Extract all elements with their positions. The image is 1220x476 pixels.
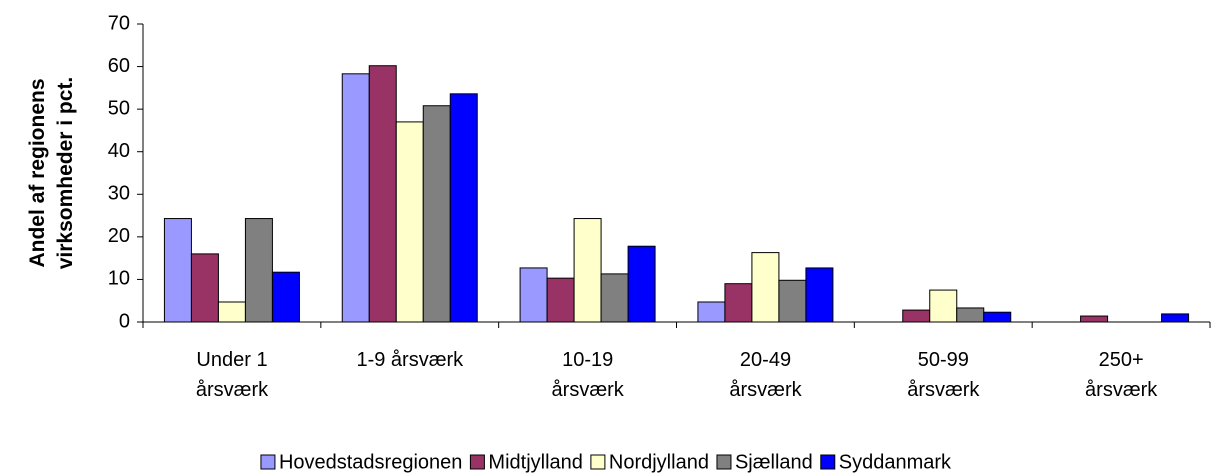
bar	[422, 105, 451, 323]
bar	[929, 289, 958, 323]
bar	[697, 301, 726, 323]
legend-label: Sjælland	[735, 451, 813, 473]
y-tick-label: 40	[108, 140, 130, 162]
legend-label: Syddanmark	[839, 451, 952, 473]
x-tick-label: 1-9 årsværk	[356, 349, 464, 371]
legend-swatch	[260, 454, 276, 470]
bar	[600, 273, 629, 323]
y-tick-label: 70	[108, 12, 130, 34]
bar	[519, 267, 548, 323]
bar	[983, 311, 1012, 323]
bar	[956, 307, 985, 323]
legend-swatch	[716, 454, 732, 470]
x-tick-label: 50-99 årsværk	[907, 349, 980, 401]
bar	[368, 65, 397, 323]
bar	[244, 218, 273, 323]
bar	[724, 283, 753, 323]
legend-swatch	[590, 454, 606, 470]
bar	[778, 279, 807, 323]
legend-label: Hovedstadsregionen	[279, 451, 462, 473]
x-tick-label: 20-49 årsværk	[729, 349, 802, 401]
bar	[627, 245, 656, 323]
bar	[395, 121, 424, 323]
legend-swatch	[469, 454, 485, 470]
bar	[805, 267, 834, 323]
legend-label: Midtjylland	[488, 451, 582, 473]
y-tick-label: 20	[108, 225, 130, 247]
x-tick-label: 10-19 årsværk	[551, 349, 624, 401]
bar	[1161, 313, 1190, 323]
x-tick-label: 250+ årsværk	[1085, 349, 1158, 401]
bar	[902, 309, 931, 323]
y-tick-label: 50	[108, 97, 130, 119]
bar	[217, 301, 246, 323]
bar	[449, 93, 478, 323]
bar	[546, 277, 575, 323]
bar	[1080, 315, 1109, 323]
bar	[190, 253, 219, 323]
x-tick-label: Under 1 årsværk	[195, 349, 269, 401]
y-tick-label: 10	[108, 268, 130, 290]
bar	[341, 73, 370, 323]
legend-label: Nordjylland	[609, 451, 709, 473]
y-axis-label: Andel af regionens virksomheder i pct.	[26, 76, 77, 270]
bar	[751, 252, 780, 323]
legend-swatch	[820, 454, 836, 470]
y-tick-label: 60	[108, 55, 130, 77]
bar	[573, 218, 602, 323]
bar	[163, 218, 192, 323]
y-tick-label: 30	[108, 183, 130, 205]
y-tick-label: 0	[119, 310, 130, 332]
bar	[271, 271, 300, 323]
